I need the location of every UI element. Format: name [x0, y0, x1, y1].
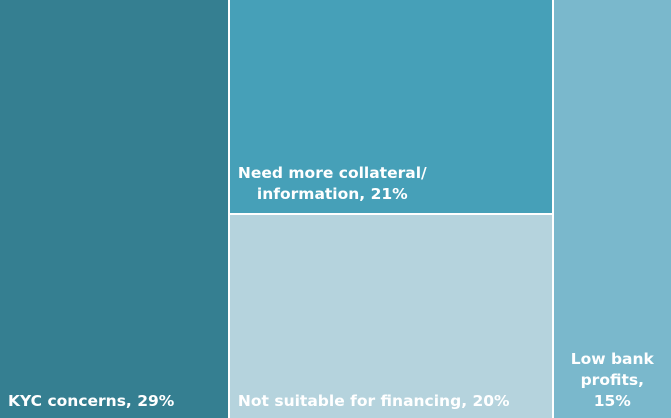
tile-label-need-more-collateral: Need more collateral/ information, 21% [237, 164, 427, 204]
tile-label-low-bank-profits: Low bank profits, 15% [570, 350, 654, 410]
tile-need-more-collateral: Need more collateral/ information, 21% [229, 0, 552, 214]
tile-label-kyc-concerns: KYC concerns, 29% [8, 392, 175, 410]
tile-low-bank-profits: Low bank profits, 15% [553, 0, 671, 418]
tile-label-not-suitable-for-financing: Not suitable for financing, 20% [237, 391, 510, 410]
tile-not-suitable-for-financing: Not suitable for financing, 20% [229, 215, 552, 418]
tile-kyc-concerns: KYC concerns, 29% [0, 0, 228, 418]
